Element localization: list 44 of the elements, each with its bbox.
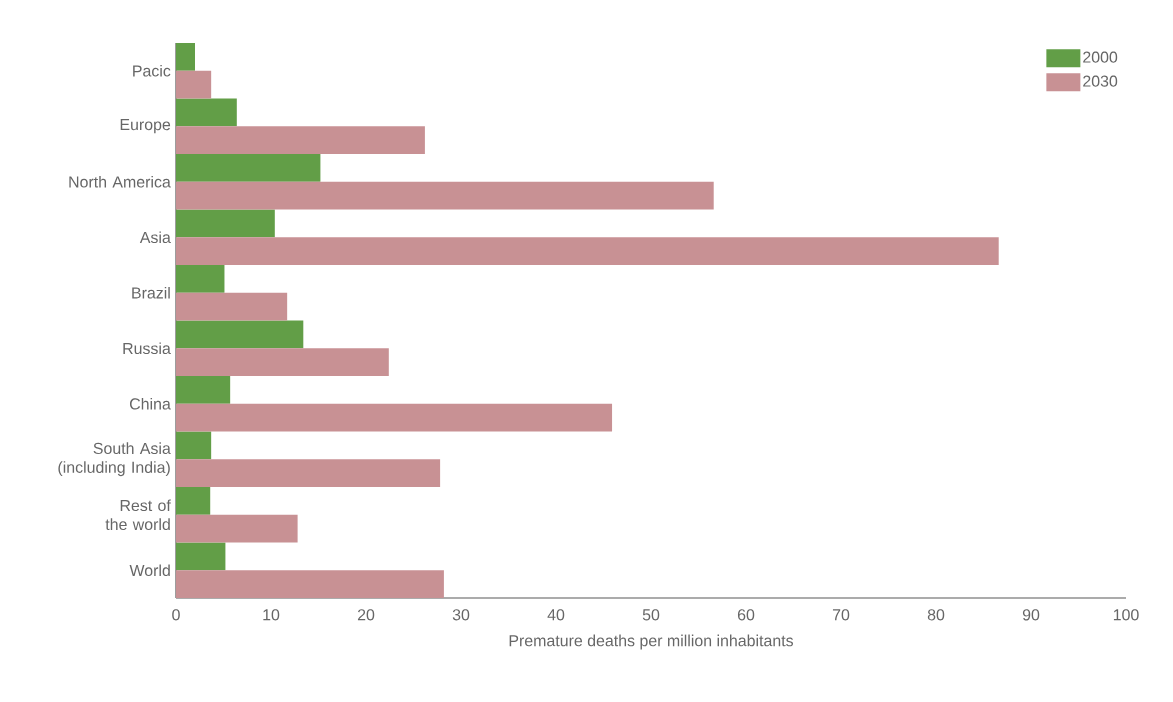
x-tick-label: 80 bbox=[927, 609, 945, 621]
bar bbox=[176, 42, 196, 71]
x-tick-label: 30 bbox=[452, 609, 470, 621]
y-tick-label: Brazil bbox=[132, 286, 170, 299]
x-tick-label: 50 bbox=[642, 609, 660, 621]
x-tick-label: 20 bbox=[357, 609, 375, 621]
bar bbox=[176, 486, 211, 515]
bar bbox=[176, 237, 999, 265]
bar bbox=[176, 375, 231, 404]
bar bbox=[176, 459, 441, 487]
y-tick-label: Rest of the world bbox=[105, 499, 171, 531]
y-tick-label: Europe bbox=[120, 119, 171, 134]
x-tick-label: 70 bbox=[832, 609, 850, 621]
bar bbox=[176, 209, 275, 238]
bar bbox=[176, 542, 226, 571]
y-tick-label: Pacic bbox=[133, 64, 171, 77]
y-tick-label: Russia bbox=[123, 342, 171, 355]
y-tick-label: China bbox=[129, 397, 171, 410]
x-tick-label: 100 bbox=[1113, 609, 1139, 621]
x-tick-label: 40 bbox=[547, 609, 565, 621]
y-tick-label: Asia bbox=[139, 231, 171, 244]
bar bbox=[176, 348, 389, 376]
bar bbox=[176, 403, 613, 432]
bar bbox=[176, 431, 212, 460]
x-tick-label: 90 bbox=[1022, 609, 1040, 621]
y-tick-label: South Asia (including India) bbox=[58, 442, 171, 477]
bar bbox=[176, 98, 237, 127]
bar bbox=[176, 153, 321, 182]
bar bbox=[176, 292, 288, 321]
y-tick-label: North America bbox=[69, 175, 171, 188]
bar bbox=[176, 70, 212, 99]
x-tick-label: 10 bbox=[263, 609, 280, 621]
bar bbox=[176, 514, 298, 543]
bar bbox=[176, 264, 225, 293]
bar bbox=[176, 181, 714, 210]
bar bbox=[176, 320, 304, 349]
legend-label: 2000 bbox=[1083, 51, 1118, 63]
legend-label: 2030 bbox=[1083, 75, 1118, 87]
bar bbox=[176, 126, 425, 154]
bar bbox=[176, 570, 444, 598]
y-tick-label: World bbox=[129, 564, 170, 577]
x-axis-title: Premature deaths per million inhabitants bbox=[509, 634, 794, 650]
x-tick-label: 0 bbox=[172, 609, 180, 621]
x-tick-label: 60 bbox=[737, 609, 755, 621]
